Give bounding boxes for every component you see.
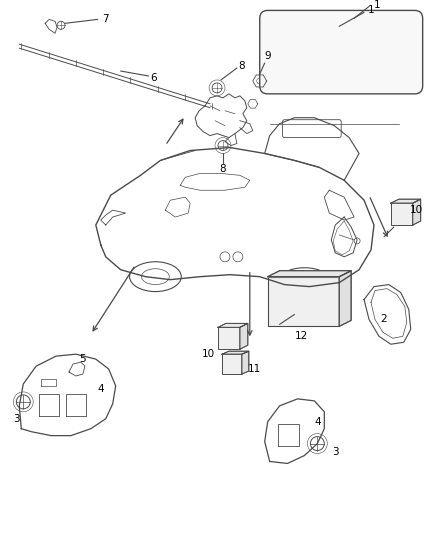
Text: 12: 12: [295, 332, 308, 341]
Polygon shape: [222, 351, 249, 354]
Text: 2: 2: [381, 314, 387, 325]
Text: 7: 7: [102, 14, 109, 25]
Text: 10: 10: [201, 349, 215, 359]
Polygon shape: [242, 351, 249, 374]
Polygon shape: [268, 271, 351, 277]
Text: 10: 10: [410, 205, 423, 215]
Text: 11: 11: [248, 364, 261, 374]
Polygon shape: [339, 271, 351, 326]
Text: 5: 5: [80, 354, 86, 364]
Polygon shape: [218, 324, 248, 327]
Bar: [222, 354, 242, 374]
FancyBboxPatch shape: [260, 11, 423, 94]
Polygon shape: [391, 199, 420, 203]
Text: 6: 6: [150, 73, 157, 83]
Polygon shape: [240, 324, 248, 349]
Text: 4: 4: [314, 417, 321, 427]
Text: 3: 3: [332, 447, 339, 457]
Bar: [268, 277, 339, 326]
Text: 4: 4: [98, 384, 104, 394]
Text: 8: 8: [220, 164, 226, 174]
Bar: [391, 203, 413, 225]
Text: 9: 9: [265, 51, 271, 61]
Text: 1: 1: [367, 5, 374, 15]
Text: 3: 3: [13, 414, 20, 424]
Bar: [218, 327, 240, 349]
Text: 8: 8: [239, 61, 245, 71]
Polygon shape: [413, 199, 420, 225]
Text: 1: 1: [374, 1, 380, 11]
